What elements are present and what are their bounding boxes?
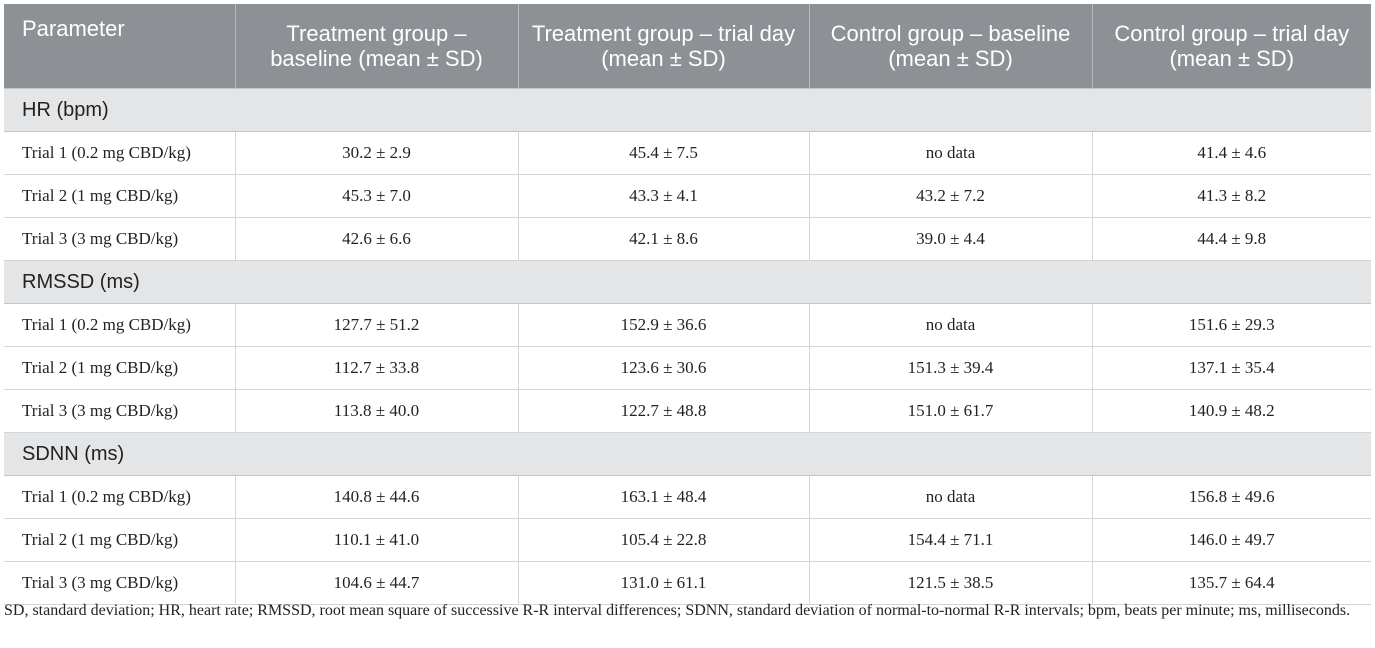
row-label: Trial 2 (1 mg CBD/kg) [4, 346, 236, 390]
table-cell: no data [809, 475, 1093, 519]
header-treatment-trial-day: Treatment group – trial day (mean ± SD) [518, 4, 810, 89]
row-label: Trial 3 (3 mg CBD/kg) [4, 389, 236, 433]
table-cell: 131.0 ± 61.1 [518, 561, 810, 605]
table-cell: 127.7 ± 51.2 [235, 303, 519, 347]
table-cell: 41.4 ± 4.6 [1092, 131, 1371, 175]
section-row-sdnn: SDNN (ms) [4, 432, 1371, 476]
table-cell: 44.4 ± 9.8 [1092, 217, 1371, 261]
table-cell: 122.7 ± 48.8 [518, 389, 810, 433]
header-parameter: Parameter [4, 4, 236, 89]
table-cell: 43.2 ± 7.2 [809, 174, 1093, 218]
row-label: Trial 1 (0.2 mg CBD/kg) [4, 475, 236, 519]
section-title: HR (bpm) [4, 88, 1371, 132]
table-cell: 41.3 ± 8.2 [1092, 174, 1371, 218]
row-label: Trial 2 (1 mg CBD/kg) [4, 174, 236, 218]
table-cell: no data [809, 303, 1093, 347]
header-control-trial-day: Control group – trial day (mean ± SD) [1092, 4, 1371, 89]
table-cell: 42.6 ± 6.6 [235, 217, 519, 261]
table-footnote: SD, standard deviation; HR, heart rate; … [4, 602, 1351, 619]
table-row: Trial 1 (0.2 mg CBD/kg) 127.7 ± 51.2 152… [4, 303, 1371, 347]
table-cell: 154.4 ± 71.1 [809, 518, 1093, 562]
row-label: Trial 1 (0.2 mg CBD/kg) [4, 131, 236, 175]
table-cell: 43.3 ± 4.1 [518, 174, 810, 218]
table-row: Trial 3 (3 mg CBD/kg) 42.6 ± 6.6 42.1 ± … [4, 217, 1371, 261]
table-cell: 163.1 ± 48.4 [518, 475, 810, 519]
section-row-rmssd: RMSSD (ms) [4, 260, 1371, 304]
header-control-baseline: Control group – baseline (mean ± SD) [809, 4, 1093, 89]
results-table: Parameter Treatment group – baseline (me… [4, 4, 1371, 605]
table-cell: 110.1 ± 41.0 [235, 518, 519, 562]
table-cell: 156.8 ± 49.6 [1092, 475, 1371, 519]
table-cell: 30.2 ± 2.9 [235, 131, 519, 175]
table-cell: no data [809, 131, 1093, 175]
table-cell: 140.9 ± 48.2 [1092, 389, 1371, 433]
table-row: Trial 2 (1 mg CBD/kg) 112.7 ± 33.8 123.6… [4, 346, 1371, 390]
header-treatment-baseline: Treatment group – baseline (mean ± SD) [235, 4, 519, 89]
table-cell: 140.8 ± 44.6 [235, 475, 519, 519]
table-row: Trial 1 (0.2 mg CBD/kg) 140.8 ± 44.6 163… [4, 475, 1371, 519]
table-cell: 151.3 ± 39.4 [809, 346, 1093, 390]
table-cell: 135.7 ± 64.4 [1092, 561, 1371, 605]
table-row: Trial 1 (0.2 mg CBD/kg) 30.2 ± 2.9 45.4 … [4, 131, 1371, 175]
row-label: Trial 3 (3 mg CBD/kg) [4, 217, 236, 261]
table-row: Trial 2 (1 mg CBD/kg) 45.3 ± 7.0 43.3 ± … [4, 174, 1371, 218]
section-title: RMSSD (ms) [4, 260, 1371, 304]
table-cell: 104.6 ± 44.7 [235, 561, 519, 605]
table-cell: 113.8 ± 40.0 [235, 389, 519, 433]
table-cell: 137.1 ± 35.4 [1092, 346, 1371, 390]
table-cell: 151.6 ± 29.3 [1092, 303, 1371, 347]
table-cell: 42.1 ± 8.6 [518, 217, 810, 261]
table-row: Trial 3 (3 mg CBD/kg) 113.8 ± 40.0 122.7… [4, 389, 1371, 433]
table-cell: 151.0 ± 61.7 [809, 389, 1093, 433]
table-cell: 45.4 ± 7.5 [518, 131, 810, 175]
table-cell: 112.7 ± 33.8 [235, 346, 519, 390]
table-cell: 39.0 ± 4.4 [809, 217, 1093, 261]
section-row-hr: HR (bpm) [4, 88, 1371, 132]
table-row: Trial 2 (1 mg CBD/kg) 110.1 ± 41.0 105.4… [4, 518, 1371, 562]
table-row: Trial 3 (3 mg CBD/kg) 104.6 ± 44.7 131.0… [4, 561, 1371, 605]
row-label: Trial 1 (0.2 mg CBD/kg) [4, 303, 236, 347]
table-cell: 123.6 ± 30.6 [518, 346, 810, 390]
table-cell: 121.5 ± 38.5 [809, 561, 1093, 605]
table-cell: 146.0 ± 49.7 [1092, 518, 1371, 562]
results-table-container: Parameter Treatment group – baseline (me… [4, 4, 1371, 605]
table-header-row: Parameter Treatment group – baseline (me… [4, 4, 1371, 89]
row-label: Trial 3 (3 mg CBD/kg) [4, 561, 236, 605]
table-cell: 105.4 ± 22.8 [518, 518, 810, 562]
table-cell: 45.3 ± 7.0 [235, 174, 519, 218]
table-cell: 152.9 ± 36.6 [518, 303, 810, 347]
section-title: SDNN (ms) [4, 432, 1371, 476]
row-label: Trial 2 (1 mg CBD/kg) [4, 518, 236, 562]
